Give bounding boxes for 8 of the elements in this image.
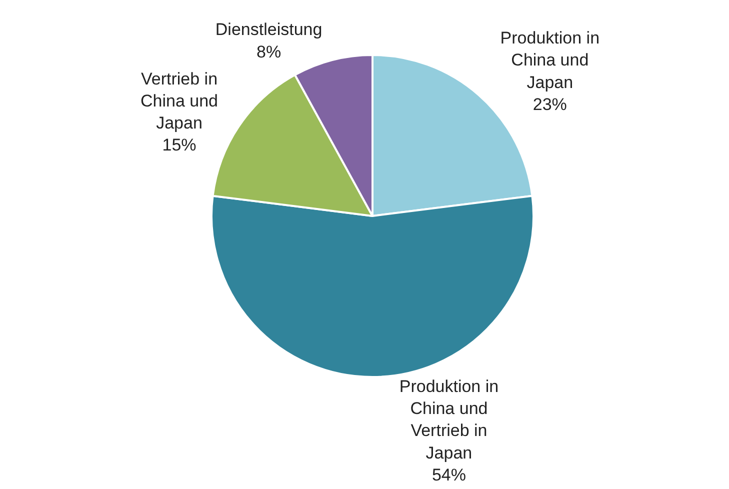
data-label: 8% bbox=[256, 42, 282, 62]
data-label: 54% bbox=[432, 465, 466, 484]
slice-label: Produktion in China und Vertrieb in Japan bbox=[399, 377, 499, 462]
slice-label: Dienstleistung bbox=[215, 20, 322, 40]
data-label: 23% bbox=[532, 94, 567, 114]
data-label: 15% bbox=[162, 136, 196, 155]
slice-label: Produktion in China und Japan bbox=[500, 28, 600, 92]
slice-label: Vertrieb in China und Japan bbox=[140, 69, 218, 133]
